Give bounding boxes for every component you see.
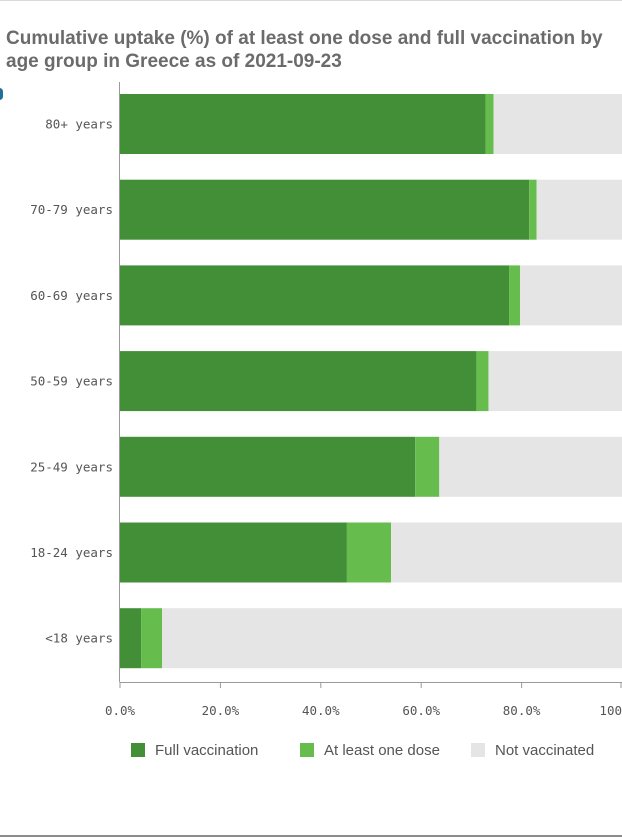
bar-full-vaccination-18-24-years [120, 522, 347, 583]
bar-at-least-one-dose-50-59-years [476, 351, 489, 412]
bar-not-vaccinated-50-59-years [488, 351, 622, 412]
bar-at-least-one-dose-70-79-years [529, 179, 537, 240]
x-tick-label-3: 60.0% [402, 703, 440, 718]
bar-chart: 80+ years 70-79 years 60-69 years 50-59 yea… [30, 82, 622, 718]
bar-at-least-one-dose-80-years [485, 94, 494, 154]
left-edge-marker [0, 88, 3, 100]
legend-swatch-one-dose [300, 743, 314, 757]
legend-item-not-vaccinated[interactable]: Not vaccinated [471, 740, 594, 760]
legend-label-not-vaccinated: Not vaccinated [495, 741, 595, 759]
category-label-60-69-years: 60-69 years [30, 288, 113, 303]
x-tick-label-0: 0.0% [105, 703, 136, 718]
legend-swatch-not-vaccinated [471, 743, 485, 757]
bar-full-vaccination-70-79-years [120, 179, 530, 240]
bar-not-vaccinated-18-years [162, 608, 622, 669]
bar-full-vaccination-25-49-years [120, 436, 416, 497]
legend-item-full-vaccination[interactable]: Full vaccination [131, 740, 258, 760]
bar-not-vaccinated-25-49-years [439, 436, 622, 497]
category-label-18-years: <18 years [45, 631, 113, 646]
bar-at-least-one-dose-18-years [141, 608, 163, 669]
bar-full-vaccination-50-59-years [120, 351, 477, 412]
bar-at-least-one-dose-18-24-years [346, 522, 392, 583]
legend-label-full: Full vaccination [155, 741, 259, 759]
category-label-25-49-years: 25-49 years [30, 459, 113, 474]
x-tick-label-5: 100.0% [599, 703, 622, 718]
bottom-divider [0, 835, 622, 837]
x-tick-label-2: 40.0% [302, 703, 340, 718]
category-label-80-years: 80+ years [45, 117, 113, 132]
legend: Full vaccination At least one dose Not v… [0, 740, 622, 762]
category-label-50-59-years: 50-59 years [30, 374, 113, 389]
x-tick-label-1: 20.0% [202, 703, 240, 718]
chart-title: Cumulative uptake (%) of at least one do… [6, 28, 603, 72]
top-divider [0, 0, 622, 1]
category-label-70-79-years: 70-79 years [30, 202, 113, 217]
bar-not-vaccinated-80-years [493, 94, 622, 154]
bar-at-least-one-dose-60-69-years [509, 265, 521, 326]
bar-full-vaccination-80-years [120, 94, 486, 154]
bar-full-vaccination-18-years [120, 608, 142, 669]
legend-item-one-dose[interactable]: At least one dose [300, 740, 440, 760]
x-tick-label-4: 80.0% [503, 703, 541, 718]
bar-at-least-one-dose-25-49-years [415, 436, 440, 497]
legend-swatch-full [131, 743, 145, 757]
category-label-18-24-years: 18-24 years [30, 545, 113, 560]
bar-not-vaccinated-18-24-years [391, 522, 622, 583]
bar-not-vaccinated-70-79-years [536, 179, 622, 240]
legend-label-one-dose: At least one dose [324, 741, 440, 759]
bar-full-vaccination-60-69-years [120, 265, 510, 326]
bar-not-vaccinated-60-69-years [520, 265, 622, 326]
